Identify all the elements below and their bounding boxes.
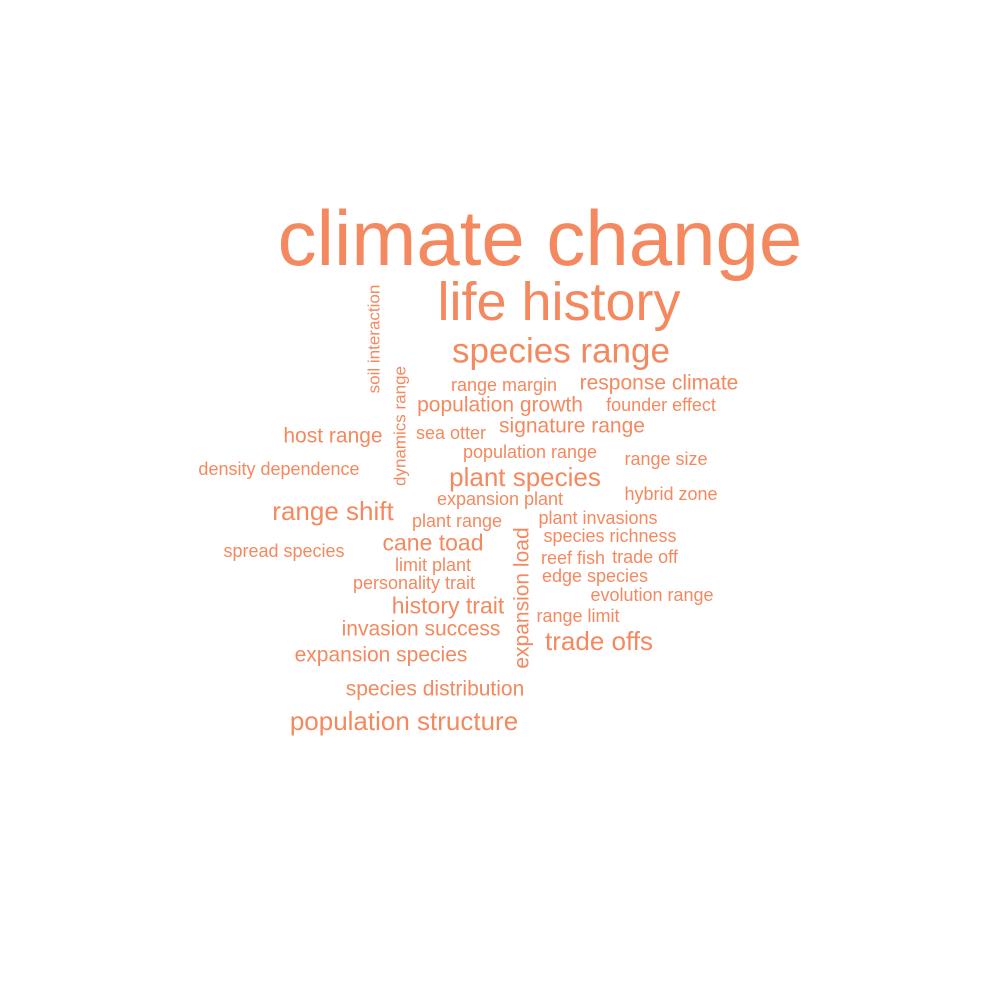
word-range-size: range size [624,449,708,469]
word-population-range: population range [462,442,598,462]
word-signature-range: signature range [499,414,645,438]
word-hybrid-zone: hybrid zone [624,484,718,504]
word-expansion-species: expansion species [294,643,468,667]
word-expansion-load: expansion load [510,527,534,669]
word-population-growth: population growth [417,393,583,417]
word-evolution-range: evolution range [590,585,714,605]
word-founder-effect: founder effect [606,395,716,415]
word-dynamics-range: dynamics range [390,365,410,487]
word-species-distribution: species distribution [345,677,525,701]
word-response-climate: response climate [579,371,739,395]
word-plant-species: plant species [449,462,601,492]
word-life-history: life history [437,272,681,332]
word-species-richness: species richness [543,526,677,546]
word-range-limit: range limit [536,606,620,626]
word-invasion-success: invasion success [341,617,501,641]
word-host-range: host range [283,424,383,448]
word-density-dependence: density dependence [198,459,360,479]
word-climate-change: climate change [277,194,803,282]
word-soil-interaction: soil interaction [364,284,384,394]
word-reef-fish: reef fish [540,548,606,568]
word-trade-offs: trade offs [545,626,653,656]
word-history-trait: history trait [391,592,505,619]
word-cane-toad: cane toad [382,529,484,556]
word-plant-invasions: plant invasions [538,508,658,528]
word-species-range: species range [452,331,670,371]
word-personality-trait: personality trait [352,573,476,593]
word-expansion-plant: expansion plant [436,489,564,509]
word-spread-species: spread species [223,541,345,561]
word-range-margin: range margin [450,375,558,395]
word-range-shift: range shift [272,496,394,526]
word-sea-otter: sea otter [415,423,487,443]
word-edge-species: edge species [541,566,649,586]
word-trade-off: trade off [612,547,678,567]
word-population-structure: population structure [289,706,519,736]
word-limit-plant: limit plant [394,555,472,575]
word-plant-range: plant range [411,511,503,531]
